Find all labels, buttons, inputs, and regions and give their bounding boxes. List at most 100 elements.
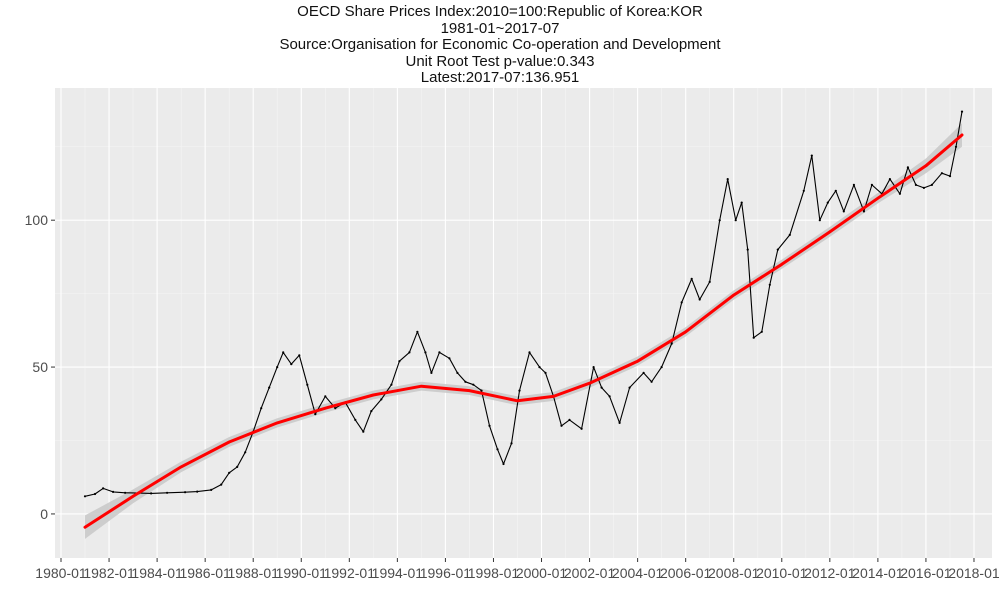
data-point (788, 233, 791, 236)
data-point (608, 395, 611, 398)
x-tick-label: 2000-01 (516, 565, 568, 581)
data-point (528, 351, 531, 354)
x-tick-label: 1996-01 (420, 565, 472, 581)
data-point (398, 360, 401, 363)
data-point (922, 186, 926, 189)
data-point (472, 383, 475, 386)
data-point (776, 248, 779, 251)
data-point (708, 280, 711, 283)
data-point (268, 386, 271, 389)
data-point (580, 427, 583, 430)
data-point (282, 351, 285, 354)
x-tick-label: 2018-01 (948, 565, 1000, 581)
smooth-trend-line (83, 133, 964, 529)
data-point (752, 336, 755, 339)
data-point (83, 495, 87, 498)
x-tick-label: 2012-01 (804, 565, 856, 581)
data-point (862, 210, 866, 213)
title-line-1: OECD Share Prices Index:2010=100:Republi… (297, 3, 703, 20)
data-point (298, 354, 301, 357)
y-tick-label: 50 (32, 359, 48, 375)
data-point (888, 178, 892, 181)
data-point (760, 330, 763, 333)
data-point (948, 175, 952, 178)
x-tick-label: 1994-01 (372, 565, 424, 581)
x-tick-label: 2010-01 (756, 565, 808, 581)
data-point (510, 442, 513, 445)
data-point (642, 371, 645, 374)
data-point (464, 380, 467, 383)
title-line-3: Source:Organisation for Economic Co-oper… (279, 36, 721, 53)
data-point (236, 465, 239, 468)
data-point (370, 410, 373, 413)
series-layer (83, 110, 964, 529)
data-point (456, 371, 459, 374)
data-point (430, 371, 433, 374)
x-tick-label: 2006-01 (660, 565, 712, 581)
data-point (196, 490, 199, 493)
data-point (184, 491, 187, 494)
data-point (726, 178, 729, 181)
data-point (290, 363, 293, 366)
data-point (276, 366, 279, 369)
data-point (244, 451, 247, 454)
data-point (560, 424, 563, 427)
data-point (930, 183, 934, 186)
data-point (842, 210, 845, 213)
data-point (314, 413, 317, 416)
x-tick-label: 1980-01 (35, 565, 87, 581)
data-point (954, 145, 958, 148)
data-point (354, 418, 357, 421)
data-point (438, 351, 441, 354)
data-point (592, 366, 595, 369)
data-point (112, 490, 115, 493)
data-point (408, 351, 411, 354)
share-price-line (84, 111, 963, 497)
x-tick-label: 2004-01 (612, 565, 664, 581)
data-point (380, 398, 383, 401)
data-point (670, 342, 673, 345)
data-point (448, 357, 451, 360)
x-tick-label: 1990-01 (276, 565, 328, 581)
chart-title: OECD Share Prices Index:2010=100:Republi… (0, 3, 1000, 87)
data-point (734, 219, 737, 222)
data-point (740, 201, 743, 204)
data-point (834, 189, 837, 192)
axis-layer: 1980-011982-011984-011986-011988-011990-… (25, 212, 1000, 581)
data-point (940, 172, 944, 175)
data-point (810, 154, 813, 157)
data-point (502, 462, 505, 466)
data-point (124, 491, 127, 494)
data-point (210, 488, 213, 491)
data-point (914, 183, 918, 186)
data-point (362, 430, 365, 433)
data-point (424, 351, 427, 354)
data-point (518, 389, 521, 392)
data-point (166, 491, 169, 494)
data-point (102, 487, 105, 490)
data-point (220, 483, 223, 486)
y-tick-label: 0 (40, 506, 48, 522)
data-point (480, 389, 483, 392)
major-grid (55, 88, 992, 558)
title-line-4: Unit Root Test p-value:0.343 (405, 52, 595, 70)
data-point (802, 189, 805, 192)
x-tick-label: 1984-01 (131, 565, 183, 581)
data-point (690, 277, 693, 280)
data-point (538, 366, 541, 369)
minor-grid (55, 88, 992, 558)
data-point (746, 248, 749, 251)
data-point (93, 492, 97, 496)
title-line-2: 1981-01~2017-07 (440, 19, 560, 37)
data-point (906, 166, 910, 169)
data-point (680, 301, 683, 304)
data-point (568, 418, 571, 421)
data-point (390, 383, 393, 386)
data-point (306, 383, 309, 386)
x-tick-label: 1992-01 (324, 565, 376, 581)
data-point (488, 424, 491, 427)
data-point (260, 407, 263, 410)
x-tick-label: 1982-01 (83, 565, 135, 581)
data-point (768, 283, 771, 286)
